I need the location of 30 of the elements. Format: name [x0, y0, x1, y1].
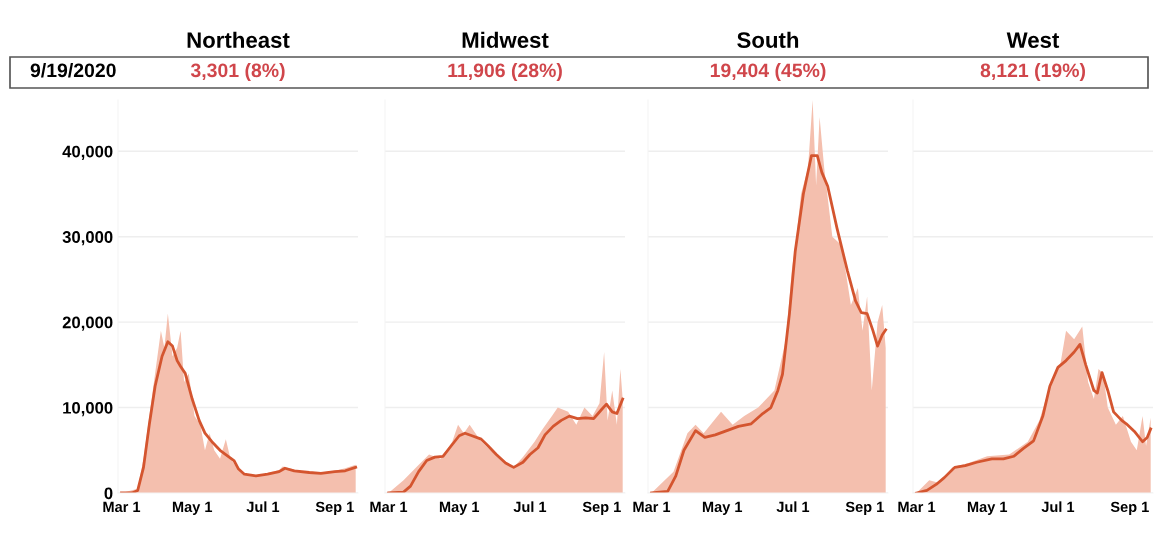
x-tick-label: May 1	[439, 501, 480, 515]
x-tick-label: May 1	[172, 501, 213, 515]
x-tick-label: Mar 1	[103, 501, 141, 513]
x-tick-label: Sep 1	[315, 501, 354, 515]
x-tick-label: Sep 1	[845, 501, 884, 515]
chart-title: South	[737, 31, 799, 48]
text: 8,121 (19%)	[980, 62, 1085, 82]
x-tick-label: Jul 1	[513, 501, 547, 513]
x-tick-label: Mar 1	[633, 501, 671, 513]
x-tick-label: Jul 1	[246, 501, 280, 513]
y-tick-label: 10,000	[63, 401, 113, 417]
y-tick-label: 0	[104, 487, 113, 500]
y-tick-label: 40,000	[62, 145, 113, 160]
chart-title: West	[1006, 32, 1060, 48]
x-tick-label: Mar 1	[370, 501, 408, 513]
text: 19,404 (45%)	[710, 62, 826, 82]
x-tick-label: Jul 1	[776, 501, 810, 513]
text: 3,301 (8%)	[190, 62, 285, 82]
chart-title: Northeast	[187, 31, 290, 48]
x-tick-label: Jul 1	[1041, 501, 1075, 513]
x-tick-label: Mar 1	[898, 501, 936, 513]
x-tick-label: Sep 1	[1110, 501, 1149, 515]
chart-title: Midwest	[462, 31, 549, 48]
x-tick-label: May 1	[702, 501, 743, 515]
y-tick-label: 30,000	[62, 231, 113, 246]
x-tick-label: Sep 1	[582, 501, 621, 515]
text: 11,906 (28%)	[448, 62, 562, 82]
y-tick-label: 20,000	[62, 316, 113, 331]
text: 9/19/2020	[30, 62, 116, 78]
x-tick-label: May 1	[967, 501, 1008, 515]
